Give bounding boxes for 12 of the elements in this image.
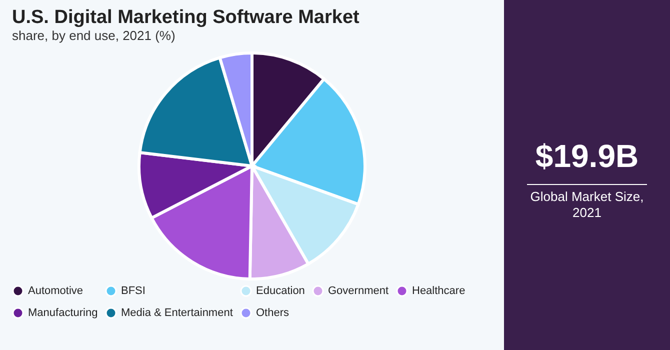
legend-label: Government xyxy=(328,285,389,297)
legend-label: Healthcare xyxy=(412,285,466,297)
legend-label: BFSI xyxy=(121,285,146,297)
legend-label: Education xyxy=(256,285,305,297)
legend-label: Media & Entertainment xyxy=(121,307,233,319)
chart-title: U.S. Digital Marketing Software Market xyxy=(12,7,360,28)
legend-label: Manufacturing xyxy=(28,307,98,319)
legend-label: Others xyxy=(256,307,290,319)
chart-subtitle: share, by end use, 2021 (%) xyxy=(12,28,176,43)
legend-label: Automotive xyxy=(28,285,84,297)
text: $19.9B xyxy=(534,138,640,175)
text: Global Market Size, 2021 xyxy=(527,184,647,221)
